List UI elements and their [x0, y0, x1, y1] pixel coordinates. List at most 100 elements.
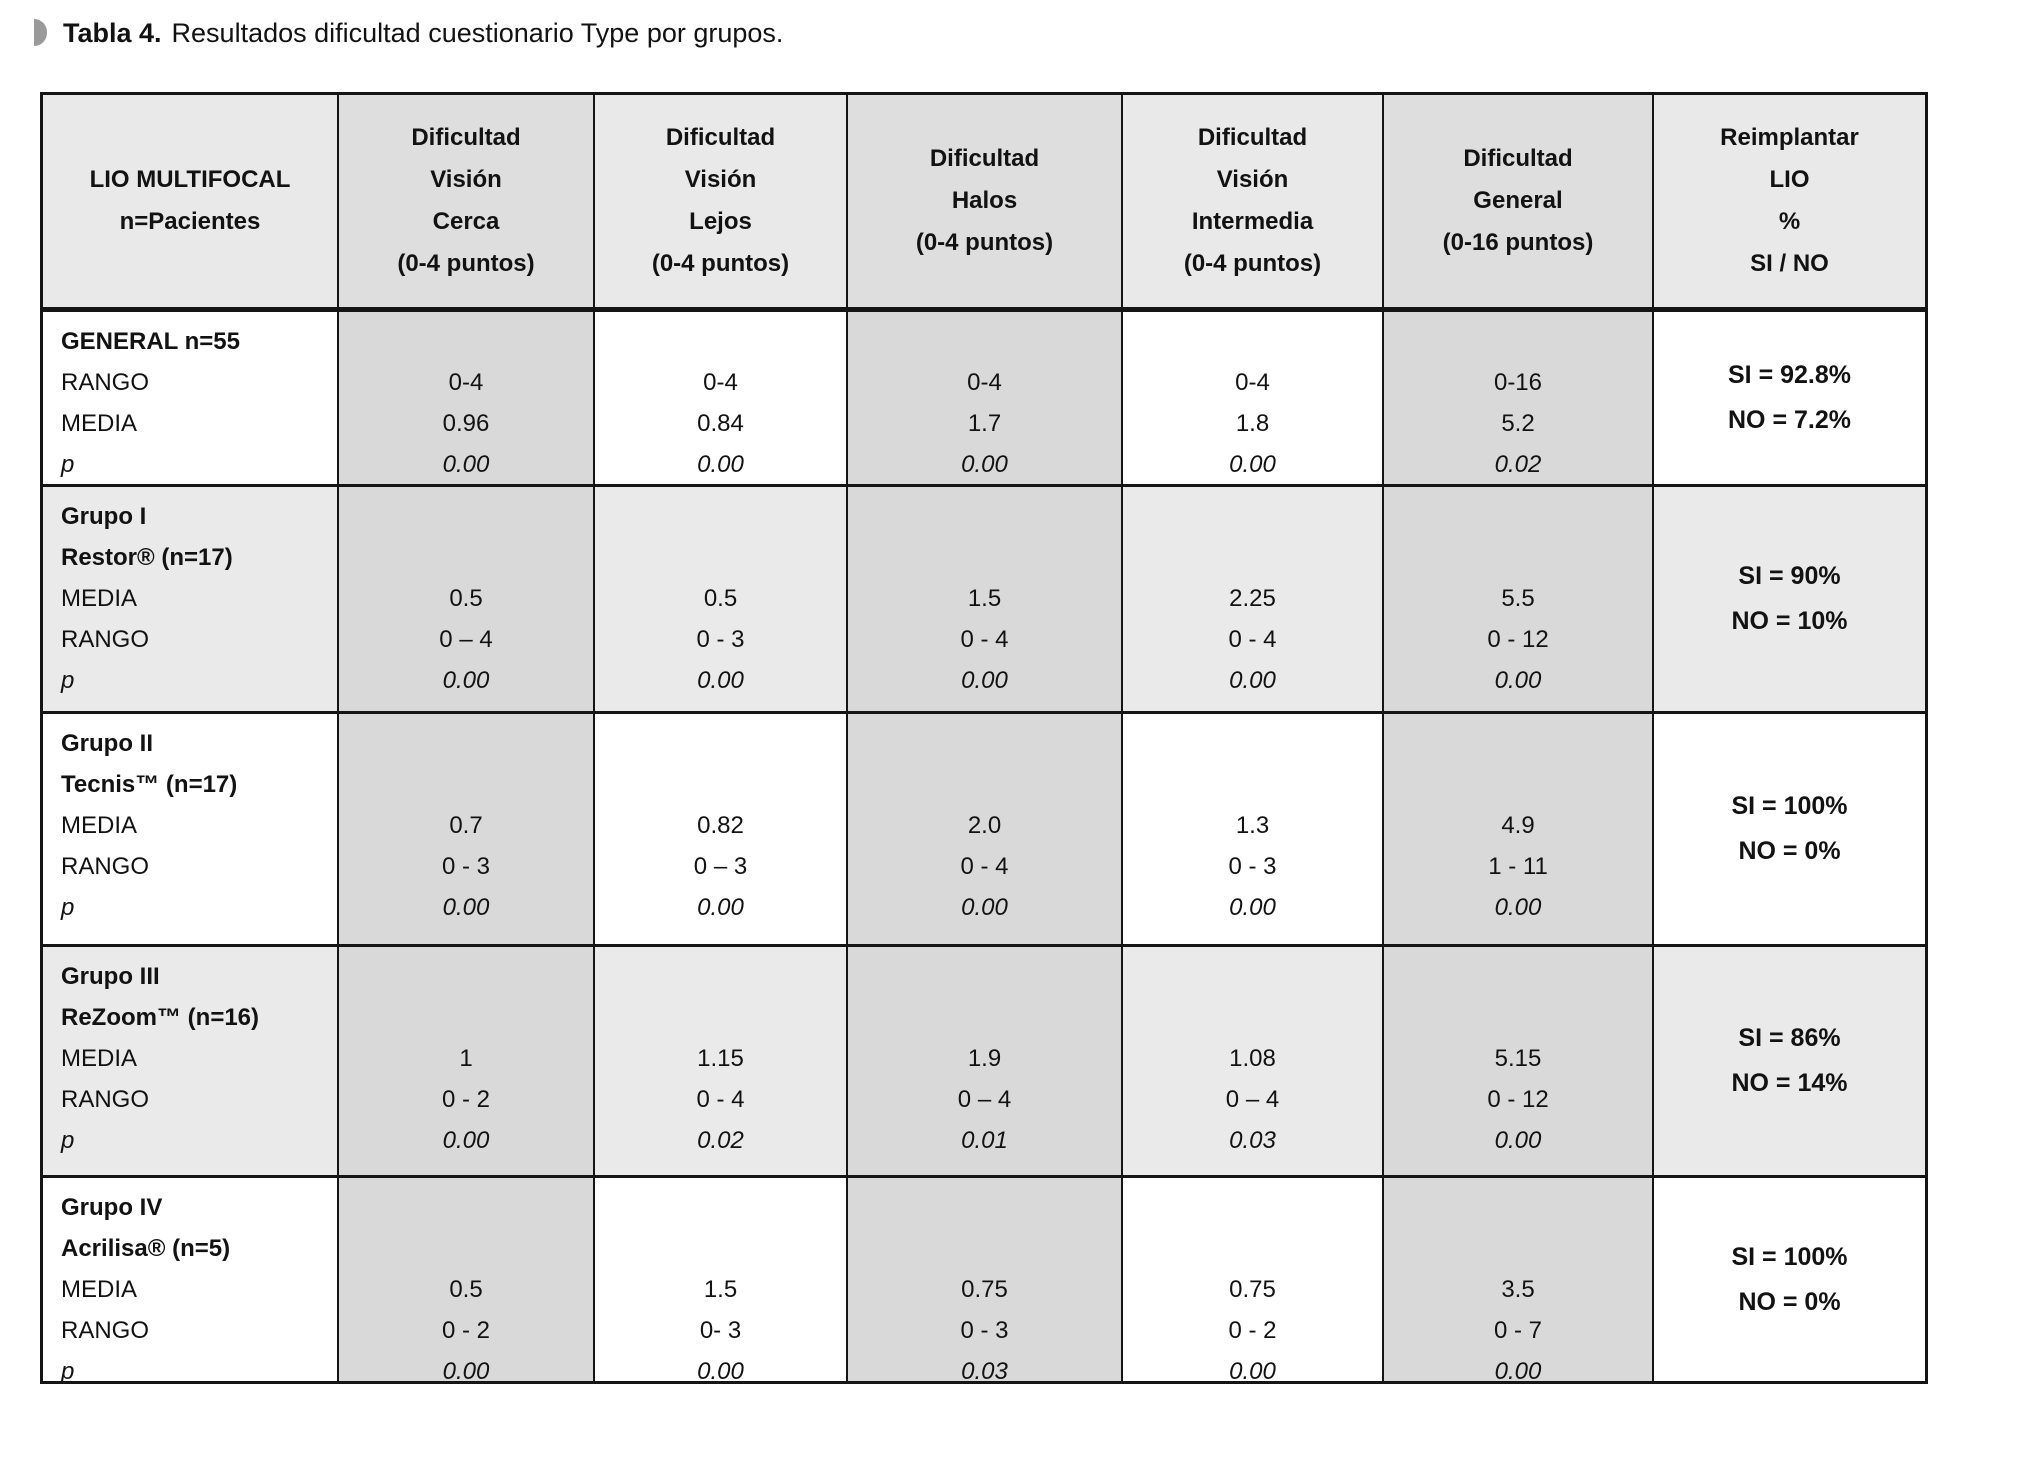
value-cell-4: 0-16 5.2 0.02 [1384, 312, 1654, 484]
spacer-line [1123, 1187, 1382, 1228]
stat-value: 5.2 [1501, 410, 1535, 437]
stat-value: 0.02 [697, 1127, 744, 1154]
stat-label: RANGO [61, 853, 150, 880]
spacer-line [1384, 723, 1652, 764]
spacer-line [595, 956, 846, 997]
stat-value: 0 - 2 [441, 1317, 491, 1344]
header-line: (0-4 puntos) [651, 250, 790, 277]
stat-label: p [61, 667, 75, 694]
stat-value: 0 - 3 [960, 1317, 1009, 1344]
spacer-line [339, 764, 593, 805]
stat-label: MEDIA [61, 1276, 138, 1303]
value-cell-3: 0-4 1.8 0.00 [1123, 312, 1384, 484]
stat-value: 0 - 4 [960, 853, 1009, 880]
stat-value: 0.00 [1494, 667, 1542, 694]
spacer-line [1384, 997, 1652, 1038]
table-row-grupo-iv: Grupo IV Acrilisa® (n=5) MEDIA RANGO p 0.5 0 … [43, 1175, 1925, 1381]
spacer-line [848, 496, 1121, 537]
reimplant-cell: SI = 92.8% NO = 7.2% [1654, 312, 1925, 484]
row-label-cell: Grupo IV Acrilisa® (n=5) MEDIA RANGO p [43, 1178, 339, 1381]
group-name: Tecnis™ (n=17) [61, 771, 238, 798]
spacer-line [1123, 537, 1382, 578]
group-name: GENERAL n=55 [61, 328, 240, 355]
spacer-line [848, 537, 1121, 578]
stat-label: MEDIA [61, 410, 138, 437]
stat-value: 2.0 [967, 812, 1002, 839]
reimplant-cell: SI = 100% NO = 0% [1654, 1178, 1925, 1381]
stat-value: 0.00 [961, 667, 1008, 694]
value-cell-0: 0.5 0 – 4 0.00 [339, 487, 595, 711]
stat-value: 0- 3 [699, 1317, 742, 1344]
stat-value: 4.9 [1501, 812, 1535, 839]
header-line: % [1778, 208, 1801, 235]
value-cell-1: 0-4 0.84 0.00 [595, 312, 848, 484]
stat-value: 0.00 [1494, 1127, 1542, 1154]
value-cell-3: 2.25 0 - 4 0.00 [1123, 487, 1384, 711]
header-line: Dificultad [1197, 124, 1308, 151]
reimplant-value: SI = 100% [1731, 1242, 1848, 1271]
stat-value: 2.25 [1229, 585, 1276, 612]
header-line: (0-4 puntos) [397, 250, 535, 277]
stat-value: 5.15 [1494, 1045, 1542, 1072]
value-cell-2: 1.5 0 - 4 0.00 [848, 487, 1123, 711]
value-cell-4: 4.9 1 - 11 0.00 [1384, 714, 1654, 944]
spacer-line [1123, 321, 1382, 362]
header-line: General [1473, 187, 1563, 214]
stat-value: 0.00 [961, 894, 1008, 921]
col-header-4: Dificultad Visión Intermedia (0-4 puntos) [1123, 95, 1384, 307]
spacer-line [1123, 723, 1382, 764]
stat-value: 0.82 [697, 812, 744, 839]
stat-value: 0.01 [961, 1127, 1008, 1154]
header-line: Visión [684, 166, 757, 193]
stat-value: 0.02 [1494, 451, 1542, 478]
value-cell-4: 5.15 0 - 12 0.00 [1384, 947, 1654, 1175]
stat-value: 0.00 [1229, 667, 1276, 694]
table-row-grupo-iii: Grupo III ReZoom™ (n=16) MEDIA RANGO p 1 0 - … [43, 944, 1925, 1175]
value-cell-2: 0.75 0 - 3 0.03 [848, 1178, 1123, 1381]
stat-label: p [61, 1358, 75, 1381]
stat-value: 3.5 [1501, 1276, 1535, 1303]
spacer-line [1384, 537, 1652, 578]
spacer-line [848, 723, 1121, 764]
value-cell-0: 0.7 0 - 3 0.00 [339, 714, 595, 944]
value-cell-2: 2.0 0 - 4 0.00 [848, 714, 1123, 944]
spacer-line [848, 956, 1121, 997]
stat-value: 0 - 7 [1493, 1317, 1543, 1344]
stat-value: 1 [459, 1045, 473, 1072]
value-cell-2: 1.9 0 – 4 0.01 [848, 947, 1123, 1175]
reimplant-cell: SI = 90% NO = 10% [1654, 487, 1925, 711]
stat-label: p [61, 894, 75, 921]
spacer-line [1384, 496, 1652, 537]
stat-value: 0.00 [697, 894, 744, 921]
header-line: (0-16 puntos) [1442, 229, 1594, 256]
reimplant-cell: SI = 100% NO = 0% [1654, 714, 1925, 944]
row-label-cell: Grupo II Tecnis™ (n=17) MEDIA RANGO p [43, 714, 339, 944]
table-row-general: GENERAL n=55 RANGO MEDIA p 0-4 0.96 0.00 0-4 0… [43, 312, 1925, 484]
stat-label: p [61, 451, 75, 478]
spacer-line [848, 764, 1121, 805]
spacer-line [339, 723, 593, 764]
value-cell-2: 0-4 1.7 0.00 [848, 312, 1123, 484]
results-table: LIO MULTIFOCAL n=Pacientes Dificultad Visió… [40, 92, 1928, 1384]
value-cell-0: 0.5 0 - 2 0.00 [339, 1178, 595, 1381]
stat-value: 0.84 [697, 410, 744, 437]
stat-value: 0 - 4 [696, 1086, 745, 1113]
spacer-line [339, 496, 593, 537]
stat-value: 0 - 3 [696, 626, 745, 653]
value-cell-3: 0.75 0 - 2 0.00 [1123, 1178, 1384, 1381]
spacer-line [1123, 956, 1382, 997]
stat-label: RANGO [61, 626, 150, 653]
stat-value: 0.00 [1229, 894, 1276, 921]
spacer-line [595, 537, 846, 578]
reimplant-value: NO = 14% [1731, 1069, 1848, 1097]
stat-value: 0.00 [1229, 1358, 1276, 1381]
header-line: Dificultad [1463, 145, 1573, 172]
spacer-line [1123, 1228, 1382, 1269]
reimplant-value: SI = 86% [1738, 1024, 1841, 1052]
stat-value: 0-4 [448, 369, 484, 396]
spacer-line [1123, 997, 1382, 1038]
stat-value: 0.5 [703, 585, 738, 612]
spacer-line [1384, 1187, 1652, 1228]
stat-value: 5.5 [1501, 585, 1535, 612]
value-cell-1: 0.5 0 - 3 0.00 [595, 487, 848, 711]
